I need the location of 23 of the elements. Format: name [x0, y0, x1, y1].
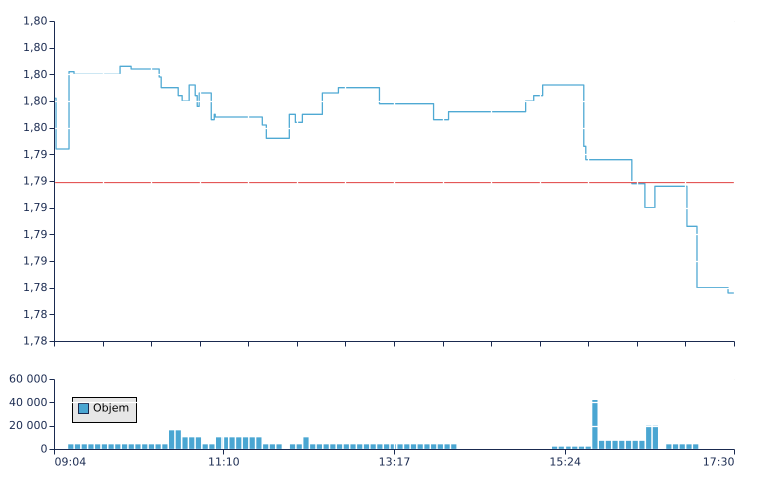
x-tick-label: 09:04 [54, 456, 86, 468]
y-tick-label: 20 000 [9, 419, 48, 432]
y-tick-label: 1,80 [23, 68, 48, 81]
y-tick-label: 1,78 [23, 334, 48, 348]
y-tick-label: 1,78 [23, 281, 48, 294]
y-tick-label: 0 [40, 442, 48, 456]
x-tick-label: 15:24 [549, 456, 582, 468]
x-tick-label: 13:17 [378, 456, 410, 468]
y-tick-label: 1,79 [23, 148, 48, 161]
y-tick-label: 1,79 [23, 228, 48, 241]
y-tick-label: 1,79 [23, 201, 48, 214]
y-tick-label: 1,80 [23, 41, 48, 54]
x-tick-label: 17:30 [702, 456, 734, 468]
x-tick-label: 11:10 [208, 456, 240, 468]
y-tick-label: 40 000 [9, 396, 48, 409]
y-tick-label: 1,80 [23, 121, 48, 134]
y-tick-label: 1,80 [23, 14, 48, 28]
legend-label: Objem [93, 402, 130, 414]
y-tick-label: 1,78 [23, 308, 48, 321]
y-tick-label: 1,80 [23, 94, 48, 108]
y-tick-label: 1,79 [23, 174, 48, 188]
y-tick-label: 1,79 [23, 254, 48, 268]
y-tick-label: 60 000 [9, 372, 48, 386]
